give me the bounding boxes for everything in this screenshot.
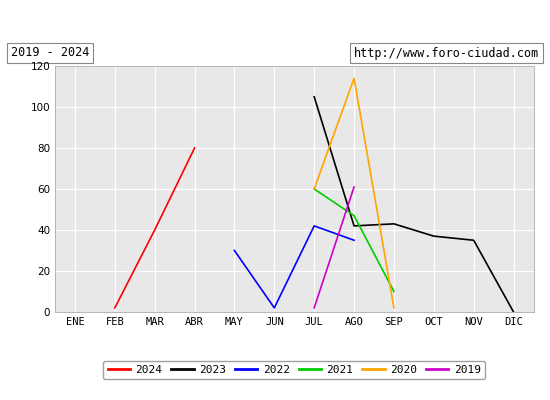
Text: 2019 - 2024: 2019 - 2024 — [11, 46, 89, 60]
Legend: 2024, 2023, 2022, 2021, 2020, 2019: 2024, 2023, 2022, 2021, 2020, 2019 — [103, 361, 485, 380]
Text: http://www.foro-ciudad.com: http://www.foro-ciudad.com — [354, 46, 539, 60]
Text: Evolucion Nº Turistas Nacionales en el municipio de Arconada: Evolucion Nº Turistas Nacionales en el m… — [39, 14, 512, 28]
